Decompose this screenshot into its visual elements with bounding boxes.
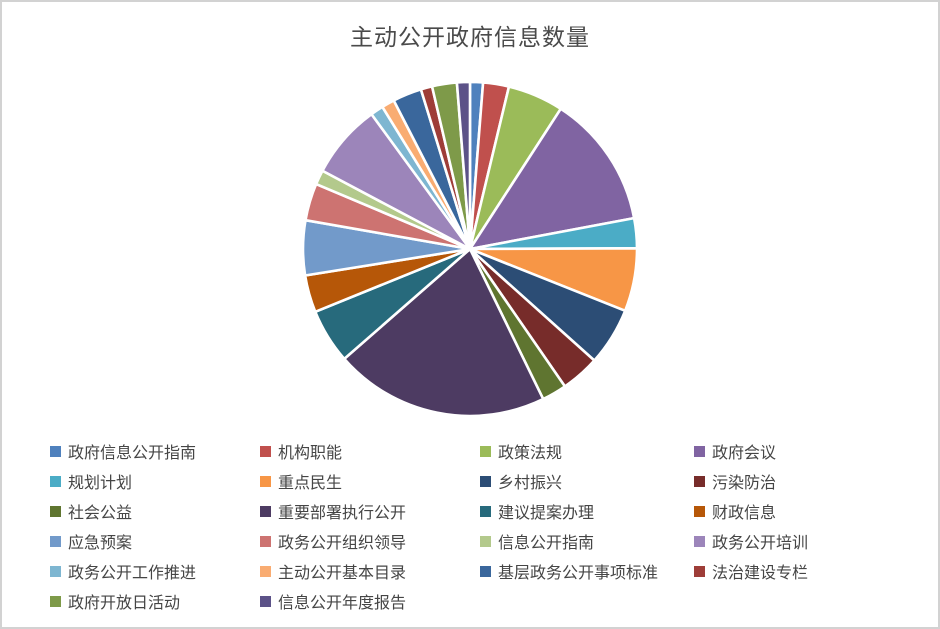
legend-label: 政务公开组织领导 xyxy=(278,535,407,552)
legend-item: 重点民生 xyxy=(260,469,480,493)
legend-label: 信息公开指南 xyxy=(498,535,595,552)
legend-label: 政府会议 xyxy=(712,445,777,462)
legend-item: 法治建设专栏 xyxy=(694,559,808,583)
legend-item: 污染防治 xyxy=(694,469,808,493)
legend-label: 政府信息公开指南 xyxy=(68,445,197,462)
legend-item: 政府开放日活动 xyxy=(50,589,260,613)
pie-slice xyxy=(455,80,472,251)
legend-label: 财政信息 xyxy=(712,505,777,522)
legend-swatch xyxy=(50,475,61,487)
legend-swatch xyxy=(694,535,705,547)
legend-swatch xyxy=(260,445,271,457)
legend-swatch xyxy=(694,565,705,577)
legend-item: 机构职能 xyxy=(260,439,480,463)
legend-label: 政务公开培训 xyxy=(712,535,809,552)
legend-swatch xyxy=(694,445,705,457)
legend-swatch xyxy=(694,475,705,487)
legend-label: 政策法规 xyxy=(498,445,563,462)
legend-swatch xyxy=(480,535,491,547)
legend-swatch xyxy=(260,595,271,607)
legend-item: 应急预案 xyxy=(50,529,260,553)
pie-slice xyxy=(468,107,636,251)
legend-label: 污染防治 xyxy=(712,475,777,492)
legend-swatch xyxy=(50,595,61,607)
legend-item: 政府会议 xyxy=(694,439,808,463)
legend-item: 政务公开组织领导 xyxy=(260,529,480,553)
legend-item: 信息公开指南 xyxy=(480,529,694,553)
legend-item: 乡村振兴 xyxy=(480,469,694,493)
legend-swatch xyxy=(480,565,491,577)
legend-item: 政务公开培训 xyxy=(694,529,808,553)
pie-chart xyxy=(301,80,639,418)
legend-item: 主动公开基本目录 xyxy=(260,559,480,583)
legend-label: 社会公益 xyxy=(68,505,133,522)
legend-swatch xyxy=(50,565,61,577)
legend-swatch xyxy=(50,445,61,457)
legend-swatch xyxy=(260,535,271,547)
legend-swatch xyxy=(694,505,705,517)
legend-swatch xyxy=(260,565,271,577)
legend-item: 政府信息公开指南 xyxy=(50,439,260,463)
legend-item: 政策法规 xyxy=(480,439,694,463)
chart-title: 主动公开政府信息数量 xyxy=(350,24,590,50)
legend-swatch xyxy=(260,475,271,487)
legend-item: 规划计划 xyxy=(50,469,260,493)
legend-label: 建议提案办理 xyxy=(498,505,595,522)
legend-swatch xyxy=(50,535,61,547)
legend-item: 信息公开年度报告 xyxy=(260,589,480,613)
pie-slice xyxy=(342,247,545,418)
legend-label: 重点民生 xyxy=(278,475,343,492)
legend-label: 政府开放日活动 xyxy=(68,595,181,612)
legend-label: 信息公开年度报告 xyxy=(278,595,407,612)
legend-item: 重要部署执行公开 xyxy=(260,499,480,523)
legend-swatch xyxy=(260,505,271,517)
legend-item: 财政信息 xyxy=(694,499,808,523)
legend-swatch xyxy=(480,505,491,517)
legend-label: 基层政务公开事项标准 xyxy=(498,565,659,582)
legend-swatch xyxy=(50,505,61,517)
legend-swatch xyxy=(480,475,491,487)
legend-item: 政务公开工作推进 xyxy=(50,559,260,583)
legend-item: 社会公益 xyxy=(50,499,260,523)
legend-label: 规划计划 xyxy=(68,475,133,492)
chart-legend: 政府信息公开指南 机构职能 政策法规 政府会议 规划计划 重点民生 乡村振兴 污… xyxy=(50,436,808,616)
legend-label: 政务公开工作推进 xyxy=(68,565,197,582)
legend-label: 应急预案 xyxy=(68,535,133,552)
legend-item: 基层政务公开事项标准 xyxy=(480,559,694,583)
legend-label: 重要部署执行公开 xyxy=(278,505,407,522)
legend-item: 建议提案办理 xyxy=(480,499,694,523)
legend-label: 主动公开基本目录 xyxy=(278,565,407,582)
legend-label: 乡村振兴 xyxy=(498,475,563,492)
legend-label: 法治建设专栏 xyxy=(712,565,809,582)
legend-swatch xyxy=(480,445,491,457)
legend-label: 机构职能 xyxy=(278,445,343,462)
